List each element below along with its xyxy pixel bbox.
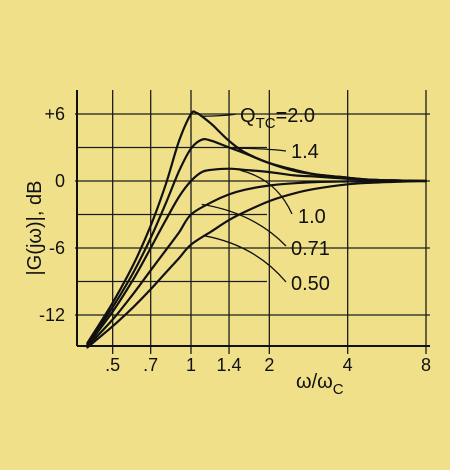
- curve-labels: 1.4 1.0 0.71 0.50: [291, 141, 330, 295]
- response-curves: [86, 110, 428, 349]
- x-axis-label-main: ω/ω: [296, 371, 333, 393]
- y-tick-label-2: -6: [49, 238, 65, 258]
- tick-labels: .5 .7 1 1.4 2 4 8 +6 0 -6 -12: [39, 104, 431, 375]
- x-tick-label-2: 1: [186, 355, 196, 375]
- label-q-1-0: 1.0: [298, 206, 326, 228]
- grid-lines: [75, 90, 430, 354]
- x-tick-label-3: 1.4: [217, 355, 242, 375]
- label-q-2-0-leader: [201, 113, 237, 117]
- x-tick-label-5: 4: [343, 355, 353, 375]
- label-q-1-0-leader: [240, 169, 293, 215]
- label-q-0-71: 0.71: [291, 238, 330, 260]
- y-axis-label: |G(jω)|, dB: [24, 181, 46, 276]
- x-tick-label-4: 2: [264, 355, 274, 375]
- x-axis-label: ω/ωC: [296, 371, 344, 398]
- q-series-label: QTC=2.0: [240, 105, 315, 132]
- y-tick-label-3: -12: [39, 305, 65, 325]
- q-prefix-main: Q: [240, 105, 256, 127]
- x-tick-label-6: 8: [421, 355, 431, 375]
- x-tick-label-1: .7: [143, 355, 158, 375]
- y-tick-label-1: 0: [55, 171, 65, 191]
- y-tick-label-0: +6: [44, 104, 65, 124]
- q-prefix-eq: =: [276, 105, 288, 127]
- label-q-0-50-leader: [203, 235, 287, 283]
- label-q-1-4: 1.4: [291, 141, 319, 163]
- curve-q-0-71: [86, 179, 428, 348]
- label-q-1-4-leader: [232, 147, 287, 152]
- curve-q-2-0: [86, 110, 428, 344]
- x-axis-label-sub: C: [333, 381, 344, 398]
- x-tick-label-0: .5: [105, 355, 120, 375]
- label-q-0-50: 0.50: [291, 273, 330, 295]
- label-q-0-71-leader: [201, 203, 287, 247]
- axes: [76, 90, 430, 347]
- label-leader-lines: [201, 113, 293, 283]
- q-value-2-0: 2.0: [287, 105, 315, 127]
- curve-q-1-0: [86, 167, 428, 347]
- q-prefix-sub: TC: [256, 115, 276, 132]
- curve-q-0-50: [86, 179, 428, 349]
